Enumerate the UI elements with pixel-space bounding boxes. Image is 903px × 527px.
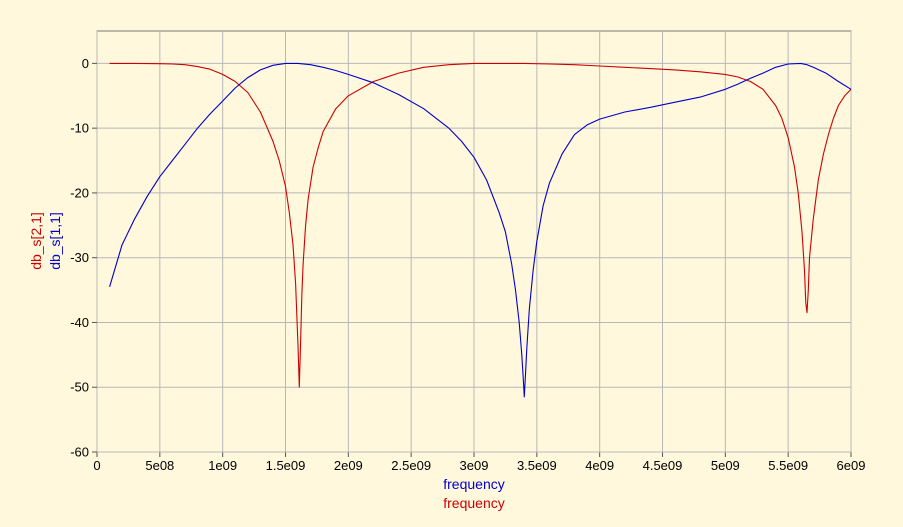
x-tick-label: 3e09 — [460, 458, 489, 473]
y-axis-title-blue: db_s[1,1] — [47, 212, 63, 270]
y-tick-label: -50 — [70, 380, 89, 395]
y-axis-titles: db_s[2,1] db_s[1,1] — [28, 212, 63, 270]
x-tick-label: 1e09 — [208, 458, 237, 473]
x-tick-label: 3.5e09 — [517, 458, 557, 473]
grid — [92, 31, 852, 457]
y-tick-label: 0 — [82, 56, 89, 71]
y-axis-title-red: db_s[2,1] — [28, 212, 44, 270]
y-tick-label: -60 — [70, 445, 89, 460]
x-axis-title-red: frequency — [443, 495, 504, 511]
x-tick-label: 4.5e09 — [643, 458, 683, 473]
x-tick-label: 0 — [93, 458, 100, 473]
series-line-db-s21 — [109, 62, 852, 388]
series-group — [109, 62, 852, 398]
x-tick-label: 2.5e09 — [391, 458, 431, 473]
x-tick-label: 1.5e09 — [266, 458, 306, 473]
y-tick-label: -40 — [70, 315, 89, 330]
y-tick-label: -20 — [70, 185, 89, 200]
x-tick-label: 4e09 — [585, 458, 614, 473]
x-tick-label: 2e09 — [334, 458, 363, 473]
x-tick-label: 5e08 — [145, 458, 174, 473]
y-tick-label: -10 — [70, 121, 89, 136]
x-tick-label: 6e09 — [837, 458, 866, 473]
x-tick-label: 5e09 — [711, 458, 740, 473]
x-axis-title-blue: frequency — [443, 476, 504, 492]
x-axis-titles: frequency frequency — [443, 476, 504, 511]
tick-labels: 0 5e08 1e09 1.5e09 2e09 2.5e09 3e09 3.5e09 4e09 4… — [70, 56, 865, 473]
x-tick-label: 5.5e09 — [768, 458, 808, 473]
y-tick-label: -30 — [70, 250, 89, 265]
series-line-db-s11 — [109, 62, 852, 398]
